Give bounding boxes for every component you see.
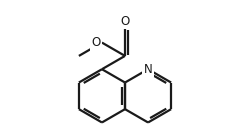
Text: N: N [144,63,152,76]
Text: O: O [120,15,130,28]
Text: O: O [92,36,101,49]
